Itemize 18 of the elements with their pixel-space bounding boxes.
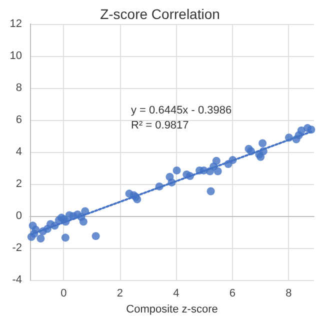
y-tick-label: -4 <box>12 274 22 286</box>
annotation: y = 0.6445x - 0.3986 <box>131 104 232 116</box>
chart-title: Z-score Correlation <box>100 6 220 22</box>
y-tick-label: 6 <box>16 114 22 126</box>
y-tick-label: 4 <box>16 146 22 158</box>
x-tick-label: 0 <box>60 288 67 300</box>
x-tick-label: 4 <box>173 288 180 300</box>
x-axis-title: Composite z-score <box>126 304 218 316</box>
y-tick-label: 10 <box>10 50 22 62</box>
y-tick-label: 2 <box>16 178 22 190</box>
annotation: R² = 0.9817 <box>131 120 189 132</box>
x-tick-label: 8 <box>286 288 292 300</box>
x-tick-label: 2 <box>116 288 124 300</box>
y-tick-label: 12 <box>10 18 22 30</box>
y-tick-label: 0 <box>16 210 22 222</box>
y-tick-label: -2 <box>12 242 22 254</box>
x-tick-label: 6 <box>229 288 236 300</box>
y-tick-label: 8 <box>16 82 22 94</box>
